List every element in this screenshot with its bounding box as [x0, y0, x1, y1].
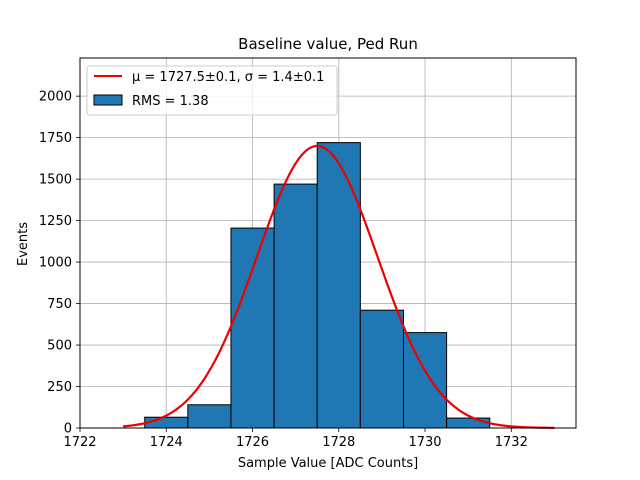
y-tick-label: 1000 [39, 256, 72, 271]
legend-histogram-label: RMS = 1.38 [132, 94, 209, 109]
x-tick-label: 1732 [495, 435, 528, 450]
legend-box [86, 65, 338, 116]
y-tick-label: 1250 [39, 214, 72, 229]
y-tick-label: 750 [47, 297, 72, 312]
y-tick-label: 1500 [39, 173, 72, 188]
y-tick-label: 1750 [39, 131, 72, 146]
legend: μ = 1727.5±0.1, σ = 1.4±0.1 RMS = 1.38 [86, 65, 338, 116]
chart-title: Baseline value, Ped Run [238, 35, 418, 53]
histogram-bar [230, 227, 275, 429]
x-tick-label: 1728 [322, 435, 355, 450]
x-tick-label: 1724 [150, 435, 183, 450]
y-tick-label: 0 [64, 422, 72, 437]
y-tick-label: 2000 [39, 90, 72, 105]
x-tick-label: 1730 [408, 435, 441, 450]
y-tick-label: 250 [47, 380, 72, 395]
histogram-bar [359, 309, 404, 429]
legend-fit-label: μ = 1727.5±0.1, σ = 1.4±0.1 [132, 70, 324, 85]
histogram-bar [402, 332, 448, 429]
fit-curve [123, 144, 555, 429]
histogram-bar [446, 417, 491, 429]
x-axis: 1722 1724 1726 1728 1730 1732 [63, 428, 528, 450]
histogram-bar [187, 404, 232, 429]
legend-histogram-patch [93, 94, 123, 106]
y-tick-label: 500 [47, 339, 72, 354]
x-axis-label: Sample Value [ADC Counts] [238, 456, 418, 471]
y-axis: 0 250 500 750 1000 1250 1500 1750 2000 [39, 90, 80, 437]
fit-curve-layer [123, 144, 555, 429]
x-tick-label: 1726 [236, 435, 269, 450]
x-tick-label: 1722 [63, 435, 96, 450]
plot-frame [79, 57, 577, 429]
y-axis-label: Events [16, 222, 31, 266]
histogram-bar [273, 183, 318, 429]
histogram-bar [316, 142, 361, 429]
